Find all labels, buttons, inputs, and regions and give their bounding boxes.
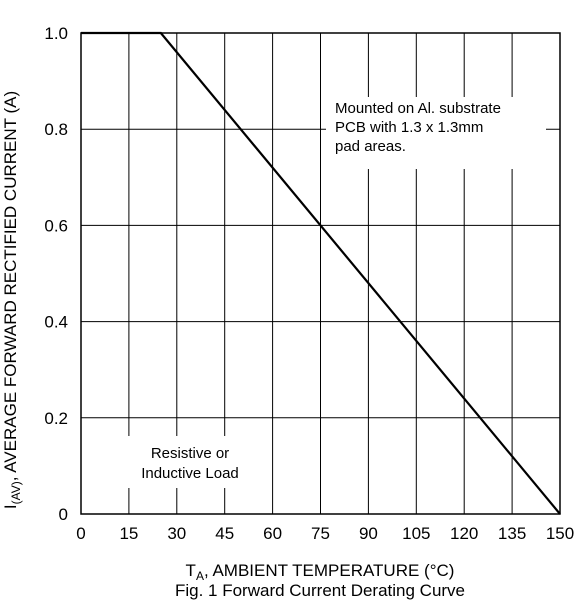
- series-group: [81, 31, 561, 515]
- y-tick-label: 0.8: [44, 120, 68, 139]
- x-tick-label: 90: [359, 524, 378, 543]
- annotation-text: Mounted on Al. substrate PCB with 1.3 x 1…: [335, 100, 501, 155]
- annotation-background: [326, 97, 546, 169]
- y-axis-label: I(AV), AVERAGE FORWARD RECTIFIED CURRENT…: [1, 91, 23, 509]
- x-tick-label: 75: [311, 524, 330, 543]
- x-tick-label: 45: [215, 524, 234, 543]
- y-tick-label: 0: [59, 505, 68, 524]
- x-tick-label: 30: [167, 524, 186, 543]
- x-tick-label: 0: [76, 524, 85, 543]
- x-tick-label: 105: [402, 524, 430, 543]
- y-tick-label: 0.2: [44, 409, 68, 428]
- y-tick-label: 1.0: [44, 24, 68, 43]
- x-tick-label: 60: [263, 524, 282, 543]
- annotations: Mounted on Al. substrate PCB with 1.3 x 1…: [141, 100, 501, 482]
- annotation-backgrounds: [120, 97, 546, 488]
- plot-frame: [80, 32, 561, 515]
- x-tick-label: 135: [498, 524, 526, 543]
- x-tick-label: 120: [450, 524, 478, 543]
- derating-curve-line: [81, 31, 561, 515]
- annotation-background: [120, 436, 262, 488]
- x-axis-label: TA, AMBIENT TEMPERATURE (°C): [186, 561, 455, 583]
- y-tick-label: 0.6: [44, 216, 68, 235]
- y-tick-labels: 0 0.2 0.4 0.6 0.8 1.0: [44, 24, 68, 524]
- x-tick-label: 150: [546, 524, 574, 543]
- annotation-text: Resistive or Inductive Load: [141, 445, 239, 482]
- figure-caption: Fig. 1 Forward Current Derating Curve: [175, 581, 465, 600]
- y-tick-label: 0.4: [44, 313, 68, 332]
- x-tick-label: 15: [119, 524, 138, 543]
- x-tick-labels: 0 15 30 45 60 75 90 105 120 135 150: [76, 524, 574, 543]
